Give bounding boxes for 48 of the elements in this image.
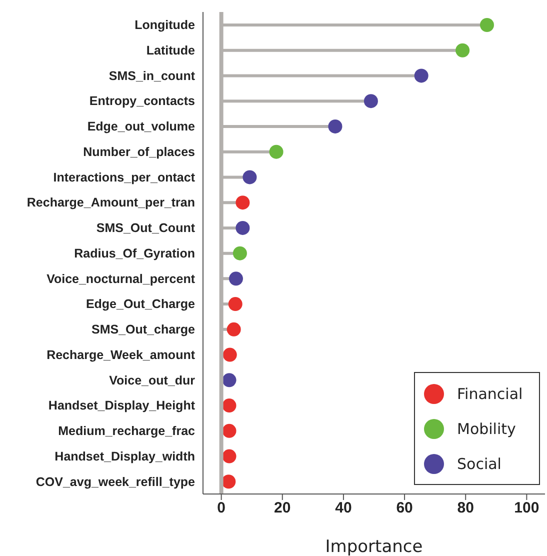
y-tick-label: Edge_out_volume	[87, 120, 196, 134]
x-tick-label: 100	[514, 500, 540, 517]
point	[222, 449, 236, 464]
y-tick-label: SMS_in_count	[108, 68, 196, 83]
point	[222, 373, 236, 388]
y-tick-label: Latitude	[146, 43, 196, 58]
point	[222, 424, 236, 438]
point	[269, 144, 284, 159]
x-tick-label: 0	[217, 500, 226, 517]
point	[328, 119, 342, 134]
x-axis-title: Importance	[325, 537, 423, 556]
y-tick-label: Radius_Of_Gyration	[74, 246, 195, 260]
point	[226, 322, 241, 336]
y-tick-label: Recharge_Amount_per_tran	[26, 196, 195, 210]
y-tick-label: Longitude	[134, 18, 196, 32]
point	[456, 43, 470, 58]
x-tick-label: 60	[396, 500, 413, 517]
legend-label: Mobility	[457, 420, 516, 438]
point	[236, 220, 250, 235]
x-tick-label: 80	[457, 500, 474, 517]
y-tick-label: Handset_Display_Height	[48, 398, 196, 413]
point	[414, 68, 428, 83]
point	[222, 398, 236, 413]
y-tick-label: Handset_Display_width	[54, 449, 195, 464]
point	[480, 18, 494, 32]
x-tick-label: 40	[335, 500, 352, 517]
point	[222, 348, 237, 362]
legend-label: Financial	[457, 384, 523, 402]
y-tick-label: SMS_Out_Count	[96, 221, 196, 236]
point	[232, 246, 247, 260]
y-tick-label: SMS_Out_charge	[91, 322, 196, 337]
y-tick-label: Edge_Out_Charge	[86, 297, 196, 312]
point	[242, 170, 257, 184]
point	[222, 474, 236, 489]
point	[228, 297, 242, 312]
y-tick-label: Voice_nocturnal_percent	[46, 272, 196, 286]
point	[236, 196, 250, 210]
legend-label: Social	[457, 454, 502, 472]
point	[364, 94, 378, 108]
y-tick-label: Number_of_places	[83, 144, 196, 159]
y-tick-label: Recharge_Week_amount	[46, 348, 196, 362]
y-tick-label: Voice_out_dur	[109, 373, 196, 388]
point	[228, 272, 243, 286]
y-tick-label: Medium_recharge_frac	[58, 424, 196, 438]
x-tick-label: 20	[274, 500, 291, 517]
y-tick-label: COV_avg_week_refill_type	[36, 474, 196, 489]
y-tick-label: Interactions_per_ontact	[53, 170, 196, 184]
y-tick-label: Entropy_contacts	[89, 94, 196, 108]
